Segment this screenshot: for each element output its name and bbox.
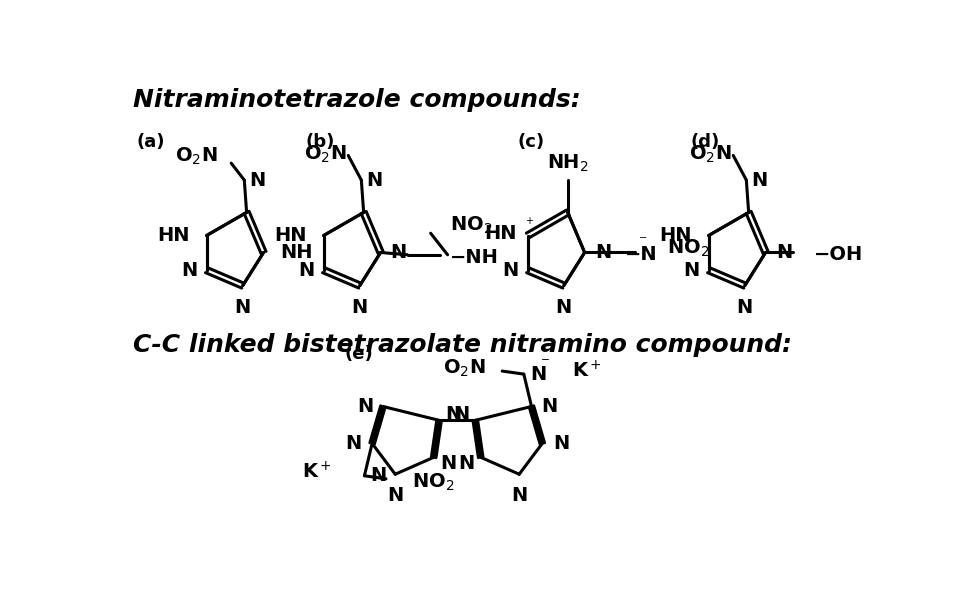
- Text: O$_2$N: O$_2$N: [304, 144, 347, 165]
- Text: $^-$: $^-$: [538, 356, 550, 371]
- Text: N: N: [737, 298, 753, 317]
- Text: C-C linked bistetrazolate nitramino compound:: C-C linked bistetrazolate nitramino comp…: [132, 333, 792, 358]
- Text: N: N: [502, 260, 518, 280]
- Text: N: N: [440, 454, 456, 473]
- Text: N: N: [453, 405, 469, 424]
- Text: O$_2$N: O$_2$N: [689, 144, 732, 165]
- Text: (c): (c): [517, 133, 545, 151]
- Text: NO$_2$: NO$_2$: [667, 238, 710, 259]
- Text: K$^+$: K$^+$: [571, 359, 602, 381]
- Text: N: N: [459, 454, 474, 473]
- Text: NH$_2$: NH$_2$: [547, 153, 589, 174]
- Text: N: N: [367, 170, 383, 190]
- Text: N: N: [776, 243, 793, 262]
- Text: −OH: −OH: [814, 244, 863, 263]
- Text: HN: HN: [157, 226, 190, 245]
- Text: N: N: [352, 298, 368, 317]
- Text: O$_2$N: O$_2$N: [174, 145, 218, 167]
- Text: N: N: [596, 243, 612, 262]
- Text: N: N: [530, 365, 546, 384]
- Text: N: N: [511, 486, 527, 505]
- Text: NH: NH: [280, 243, 313, 262]
- Text: −N: −N: [625, 244, 659, 263]
- Text: (b): (b): [306, 133, 335, 151]
- Text: N: N: [541, 397, 557, 416]
- Text: N: N: [234, 298, 251, 317]
- Text: $^+$: $^+$: [523, 216, 534, 230]
- Text: (e): (e): [344, 345, 373, 363]
- Text: HN: HN: [484, 225, 516, 244]
- Text: N: N: [370, 466, 387, 485]
- Text: HN: HN: [274, 226, 307, 245]
- Text: −NH: −NH: [450, 247, 499, 266]
- Text: HN: HN: [660, 226, 692, 245]
- Text: N: N: [445, 405, 462, 424]
- Text: N: N: [358, 397, 373, 416]
- Text: N: N: [345, 434, 362, 453]
- Text: $^-$: $^-$: [636, 235, 648, 249]
- Text: Nitraminotetrazole compounds:: Nitraminotetrazole compounds:: [132, 88, 580, 113]
- Text: N: N: [752, 170, 768, 190]
- Text: K$^+$: K$^+$: [302, 461, 332, 483]
- Text: N: N: [683, 260, 700, 280]
- Text: N: N: [181, 260, 197, 280]
- Text: O$_2$N: O$_2$N: [443, 358, 485, 378]
- Text: NO$_2$: NO$_2$: [413, 471, 455, 492]
- Text: N: N: [250, 170, 266, 190]
- Text: N: N: [298, 260, 315, 280]
- Text: (d): (d): [691, 133, 720, 151]
- Text: N: N: [391, 243, 407, 262]
- Text: N: N: [387, 486, 404, 505]
- Text: N: N: [556, 298, 572, 317]
- Text: N: N: [553, 434, 569, 453]
- Text: NO$_2$: NO$_2$: [450, 215, 492, 236]
- Text: (a): (a): [136, 133, 165, 151]
